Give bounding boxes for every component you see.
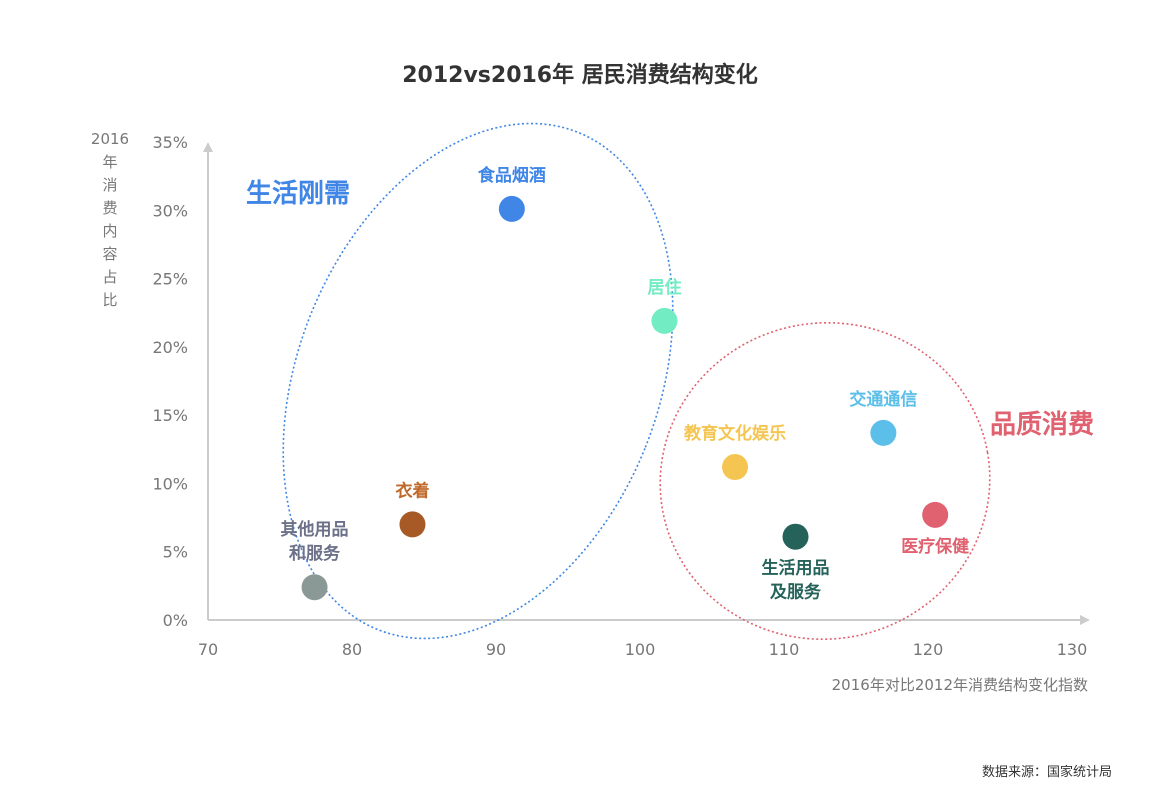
x-tick-label: 110 [769,640,800,659]
group-ellipse-essential [282,122,674,640]
x-axis-arrow [1080,615,1090,625]
y-axis-label-part: 消 [102,176,117,194]
y-tick-label: 15% [152,406,188,425]
point-marker [782,523,809,550]
data-point: 教育文化娱乐 [683,423,786,481]
x-tick-label: 90 [486,640,506,659]
y-tick-label: 20% [152,338,188,357]
point-label: 衣着 [395,480,429,501]
x-tick-label: 130 [1057,640,1088,659]
point-label: 和服务 [289,543,341,564]
y-axis-label-part: 2016 [91,130,129,148]
y-tick-label: 30% [152,201,188,220]
point-marker [301,574,328,601]
y-tick-label: 10% [152,474,188,493]
x-tick-label: 70 [198,640,218,659]
y-tick-label: 5% [163,543,188,562]
point-label: 医疗保健 [901,536,969,557]
y-tick-label: 25% [152,270,188,289]
point-marker [922,501,949,528]
y-tick-label: 35% [152,133,188,152]
y-axis-label-part: 内 [102,222,117,240]
x-axis-label: 2016年对比2012年消费结构变化指数 [832,676,1088,694]
y-axis-label-part: 年 [102,153,117,171]
y-axis-label-part: 比 [102,291,117,309]
data-point: 居住 [647,277,681,334]
y-ticks: 0% 5% 10% 15% 20% 25% 30% 35% [152,133,188,630]
x-tick-label: 80 [342,640,362,659]
y-axis-label-part: 占 [102,268,117,286]
y-axis-label-part: 容 [102,245,117,263]
point-label: 其他用品 [281,519,349,540]
axes [203,142,1090,625]
y-axis-arrow [203,142,213,152]
point-label: 及服务 [770,582,822,603]
x-ticks: 70 80 90 100 110 120 130 [198,640,1087,659]
point-marker [399,511,426,538]
point-marker [651,307,678,334]
point-marker [498,195,525,222]
y-tick-label: 0% [163,611,188,630]
point-marker [870,419,897,446]
data-point: 食品烟酒 [478,165,546,222]
y-axis-label-part: 费 [102,199,117,217]
point-label: 教育文化娱乐 [683,423,786,444]
point-label: 生活用品 [762,558,830,579]
group-ellipse-quality [659,321,991,641]
point-marker [722,454,749,481]
data-point: 交通通信 [849,389,917,446]
point-label: 交通通信 [849,389,917,410]
group-label-quality: 品质消费 [990,410,1094,440]
x-tick-label: 100 [625,640,656,659]
group-label-essential: 生活刚需 [246,179,350,209]
point-label: 食品烟酒 [478,165,546,186]
chart-title: 2012vs2016年 居民消费结构变化 [402,62,758,88]
data-point: 医疗保健 [901,501,969,557]
x-tick-label: 120 [913,640,944,659]
source-note: 数据来源：国家统计局 [982,764,1112,780]
data-point: 衣着 [395,480,429,538]
point-label: 居住 [647,277,681,298]
